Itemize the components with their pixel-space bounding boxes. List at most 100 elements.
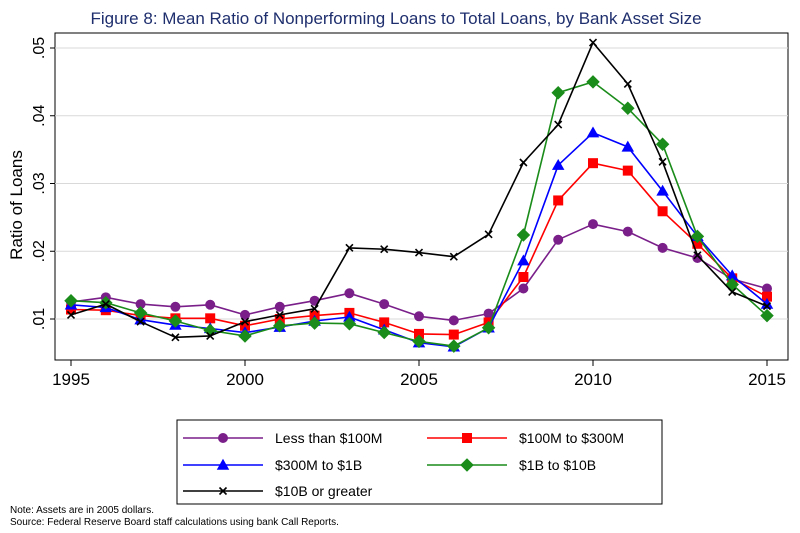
- point-marker: [762, 302, 772, 311]
- legend-label: $300M to $1B: [275, 457, 362, 473]
- point-marker: [762, 291, 772, 302]
- point-marker: [240, 309, 250, 320]
- y-tick-label: .01: [31, 308, 48, 330]
- point-marker: [414, 248, 424, 257]
- point-marker: [448, 329, 459, 340]
- point-marker: [345, 243, 354, 252]
- point-marker: [414, 311, 424, 322]
- point-marker: [588, 219, 598, 230]
- legend-label: $100M to $300M: [519, 430, 624, 446]
- point-marker: [621, 140, 635, 152]
- chart-source: Source: Federal Reserve Board staff calc…: [10, 517, 339, 528]
- point-marker: [380, 245, 389, 254]
- point-marker: [728, 287, 737, 296]
- point-marker: [518, 283, 529, 294]
- point-marker: [692, 238, 703, 249]
- x-tick-label: 2000: [226, 370, 264, 389]
- point-marker: [517, 254, 530, 266]
- point-marker: [519, 158, 528, 167]
- point-marker: [586, 126, 600, 138]
- point-marker: [238, 329, 252, 343]
- legend-entry: $10B or greater: [183, 483, 373, 499]
- x-tick-label: 2015: [748, 370, 786, 389]
- series-layer: [64, 38, 774, 353]
- plot-border: [54, 32, 789, 361]
- y-tick-label: .02: [31, 240, 48, 262]
- point-marker: [690, 229, 705, 244]
- point-marker: [168, 314, 183, 328]
- point-marker: [484, 230, 493, 239]
- point-marker: [310, 304, 319, 313]
- point-marker: [554, 120, 563, 129]
- point-marker: [449, 252, 458, 261]
- series: [64, 75, 774, 353]
- point-marker: [622, 165, 633, 176]
- legend-label: $10B or greater: [275, 483, 373, 499]
- point-marker: [205, 313, 216, 324]
- y-tick-label: .05: [31, 37, 48, 59]
- point-marker: [460, 458, 474, 472]
- legend-label: $1B to $10B: [519, 457, 596, 473]
- point-marker: [553, 234, 564, 245]
- point-marker: [275, 310, 284, 320]
- legend-entry: $300M to $1B: [183, 457, 362, 473]
- chart-title: Figure 8: Mean Ratio of Nonperforming Lo…: [90, 9, 701, 28]
- point-marker: [762, 283, 772, 294]
- point-marker: [171, 333, 180, 342]
- legend: Less than $100M $100M to $300M $300M to $1…: [176, 419, 663, 505]
- point-marker: [623, 79, 632, 88]
- point-marker: [621, 101, 635, 116]
- point-marker: [66, 304, 76, 315]
- point-marker: [136, 317, 145, 326]
- point-marker: [307, 316, 322, 330]
- point-marker: [483, 308, 494, 319]
- y-tick-label: .03: [31, 172, 48, 194]
- point-marker: [205, 299, 216, 310]
- point-marker: [343, 310, 356, 322]
- legend-box: [176, 419, 663, 505]
- point-marker: [551, 158, 565, 170]
- point-marker: [658, 157, 667, 166]
- point-marker: [516, 228, 531, 242]
- point-marker: [588, 38, 598, 47]
- x-axis: 1995 2000 2005 2010 2015: [52, 360, 786, 389]
- point-marker: [66, 310, 76, 320]
- point-marker: [760, 297, 774, 309]
- point-marker: [216, 458, 230, 470]
- point-marker: [760, 308, 774, 323]
- legend-entry: Less than $100M: [183, 430, 382, 446]
- point-marker: [218, 486, 228, 496]
- point-marker: [692, 253, 703, 264]
- point-marker: [379, 299, 390, 310]
- point-marker: [655, 137, 670, 151]
- point-marker: [586, 75, 600, 89]
- point-marker: [206, 331, 215, 341]
- point-marker: [240, 317, 250, 326]
- point-marker: [274, 314, 285, 324]
- point-marker: [481, 321, 496, 335]
- point-marker: [693, 251, 702, 260]
- y-tick-label: .04: [31, 105, 48, 127]
- legend-label: Less than $100M: [275, 430, 382, 446]
- point-marker: [133, 306, 148, 320]
- point-marker: [622, 226, 633, 237]
- legend-entry: $100M to $300M: [427, 430, 624, 446]
- point-marker: [518, 271, 529, 282]
- point-marker: [657, 206, 668, 217]
- legend-entry: $1B to $10B: [427, 457, 596, 473]
- point-marker: [274, 301, 285, 312]
- point-marker: [553, 195, 564, 206]
- x-tick-label: 2010: [574, 370, 612, 389]
- point-marker: [377, 325, 391, 340]
- series: [66, 38, 772, 342]
- point-marker: [170, 301, 181, 312]
- point-marker: [273, 319, 287, 333]
- point-marker: [412, 334, 426, 349]
- y-axis: .01 .02 .03 .04 .05: [31, 37, 55, 330]
- y-axis-label: Ratio of Loans: [7, 150, 26, 260]
- plot-area: [54, 32, 789, 361]
- point-marker: [448, 315, 459, 326]
- point-marker: [101, 300, 110, 309]
- point-marker: [588, 158, 598, 169]
